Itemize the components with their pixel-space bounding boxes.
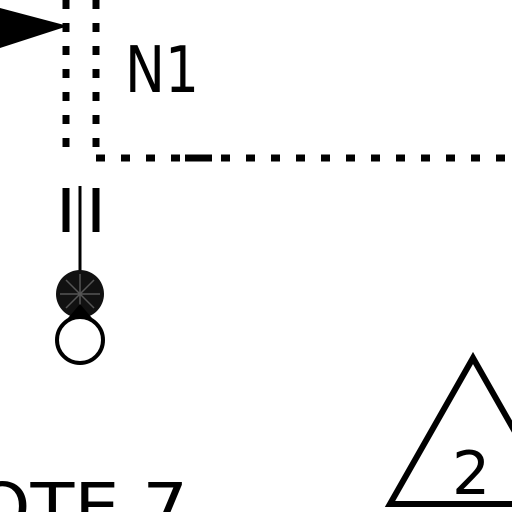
note-text: OTE 7 (0, 469, 188, 512)
node-label: N1 (125, 34, 199, 108)
filled-terminal-icon (56, 270, 104, 318)
revision-number: 2 (452, 439, 490, 509)
lower-dashed-segments (62, 188, 100, 232)
revision-triangle (384, 351, 512, 507)
arrowhead-icon (0, 8, 68, 48)
open-terminal-icon (55, 315, 105, 365)
